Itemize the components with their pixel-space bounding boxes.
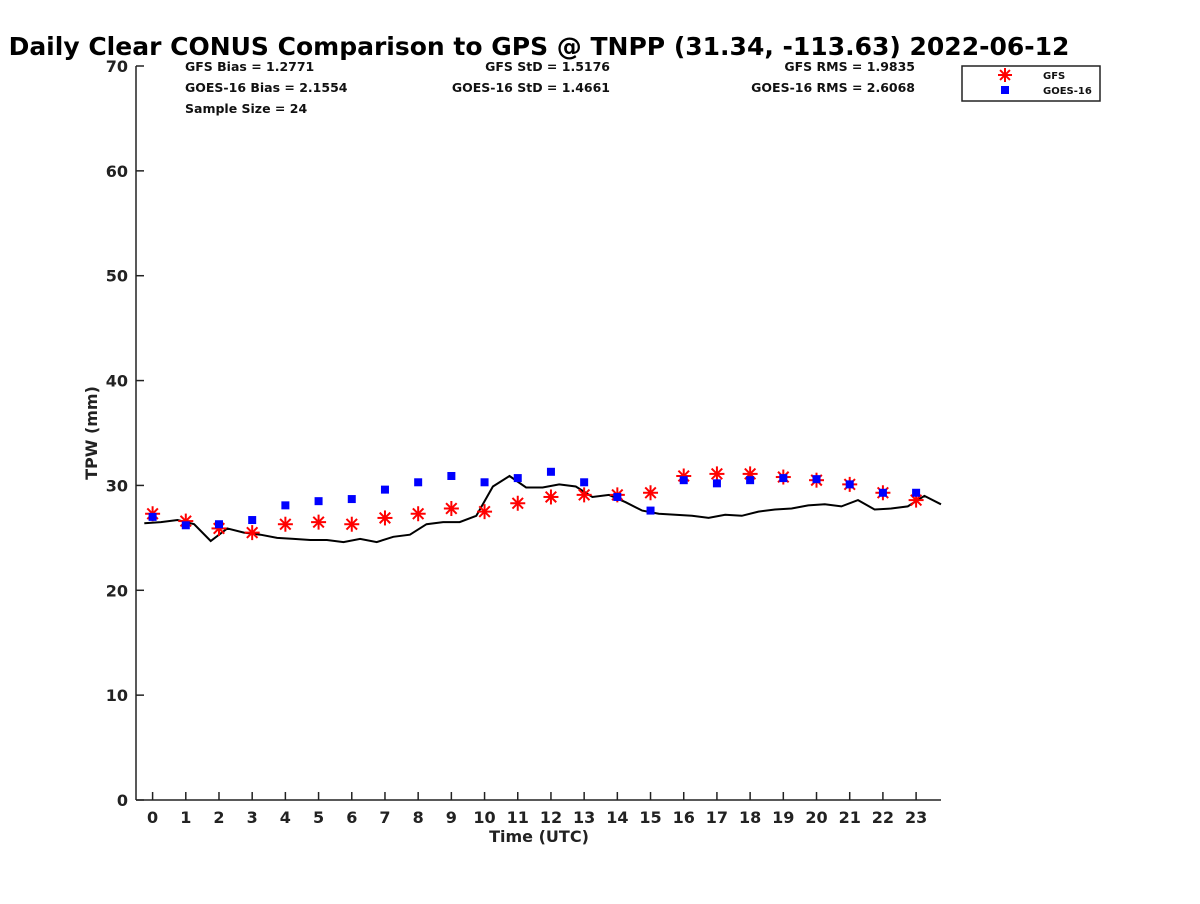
- goes-16-point: [746, 476, 755, 485]
- x-tick-label: 6: [346, 808, 357, 827]
- y-tick-label: 0: [117, 791, 128, 810]
- gfs-point: [576, 487, 592, 503]
- x-tick-label: 17: [706, 808, 728, 827]
- gfs-point: [477, 504, 493, 520]
- x-tick-label: 3: [247, 808, 258, 827]
- legend-gfs-marker: [998, 68, 1012, 82]
- x-tick-label: 15: [639, 808, 661, 827]
- gfs-point: [344, 516, 360, 532]
- goes-16-point: [779, 474, 788, 483]
- gfs-rms-text: GFS RMS = 1.9835: [784, 59, 915, 74]
- y-tick-label: 10: [106, 686, 128, 705]
- goes-16-point: [580, 478, 589, 487]
- gfs-point: [311, 514, 327, 530]
- y-tick-label: 30: [106, 476, 128, 495]
- gfs-point: [377, 510, 393, 526]
- y-tick-label: 50: [106, 267, 128, 286]
- x-tick-label: 13: [573, 808, 595, 827]
- y-tick-label: 70: [106, 57, 128, 76]
- x-tick-label: 19: [772, 808, 794, 827]
- legend-label: GFS: [1043, 71, 1065, 82]
- goes-16-point: [712, 479, 721, 488]
- x-tick-label: 8: [413, 808, 424, 827]
- x-tick-label: 7: [379, 808, 390, 827]
- goes-16-point: [181, 521, 190, 530]
- x-tick-label: 4: [280, 808, 291, 827]
- x-tick-label: 5: [313, 808, 324, 827]
- x-tick-label: 21: [839, 808, 861, 827]
- goes-16-point: [546, 467, 555, 476]
- gfs-point: [244, 525, 260, 541]
- goes-16-point: [679, 476, 688, 485]
- x-tick-label: 2: [213, 808, 224, 827]
- goes-std-text: GOES-16 StD = 1.4661: [452, 80, 610, 95]
- goes-16-point: [646, 506, 655, 515]
- gfs-point: [510, 495, 526, 511]
- y-tick-label: 40: [106, 372, 128, 391]
- gfs-bias-text: GFS Bias = 1.2771: [185, 59, 314, 74]
- chart-title: Daily Clear CONUS Comparison to GPS @ TN…: [9, 32, 1070, 61]
- sample-size-text: Sample Size = 24: [185, 101, 307, 116]
- goes-16-point: [347, 495, 356, 504]
- legend-box: [961, 65, 1101, 102]
- legend-label: GOES-16: [1043, 86, 1092, 97]
- goes-16-point: [912, 488, 921, 497]
- gfs-point: [443, 500, 459, 516]
- gfs-point: [410, 506, 426, 522]
- x-tick-label: 20: [805, 808, 827, 827]
- gfs-point: [643, 485, 659, 501]
- y-ticks: 0 10 20 30 40 50 60 70: [106, 57, 144, 810]
- goes-16-point: [380, 485, 389, 494]
- goes-16-point: [248, 516, 257, 525]
- goes-16-point: [878, 488, 887, 497]
- y-tick-label: 20: [106, 581, 128, 600]
- goes-16-point: [812, 475, 821, 484]
- goes-16-point: [447, 471, 456, 480]
- legend-goes-16-marker: [1001, 86, 1009, 94]
- x-tick-label: 18: [739, 808, 761, 827]
- x-tick-label: 16: [673, 808, 695, 827]
- gfs-std-text: GFS StD = 1.5176: [485, 59, 610, 74]
- x-tick-label: 12: [540, 808, 562, 827]
- y-axis-label: TPW (mm): [82, 386, 101, 480]
- goes-bias-text: GOES-16 Bias = 2.1554: [185, 80, 348, 95]
- goes-16-point: [214, 520, 223, 529]
- axes: [135, 66, 941, 801]
- goes-16-point: [513, 474, 522, 483]
- x-tick-label: 9: [446, 808, 457, 827]
- goes-16-point: [148, 512, 157, 521]
- goes-16-point: [414, 478, 423, 487]
- x-tick-label: 23: [905, 808, 927, 827]
- goes-16-point: [480, 478, 489, 487]
- goes-16-point: [314, 497, 323, 506]
- gfs-point: [676, 468, 692, 484]
- x-tick-label: 14: [606, 808, 628, 827]
- goes-16-point: [845, 480, 854, 489]
- goes-rms-text: GOES-16 RMS = 2.6068: [751, 80, 915, 95]
- x-tick-label: 22: [872, 808, 894, 827]
- stats-annotations: GFS Bias = 1.2771 GOES-16 Bias = 2.1554 …: [185, 59, 915, 116]
- goes-16-point: [613, 492, 622, 501]
- x-tick-label: 11: [507, 808, 529, 827]
- gps-line: [144, 474, 942, 544]
- x-tick-label: 0: [147, 808, 158, 827]
- gfs-point: [543, 489, 559, 505]
- x-ticks: 0 1 2 3 4 5 6 7 8 9 10 11 12 13 14 15 16 17 18 19 20 21 22 23: [147, 792, 927, 827]
- y-tick-label: 60: [106, 162, 128, 181]
- plot-area: [144, 466, 942, 544]
- gfs-point: [709, 466, 725, 482]
- legend: GFS GOES-16: [961, 65, 1101, 102]
- gfs-point: [277, 516, 293, 532]
- x-axis-label: Time (UTC): [489, 827, 589, 846]
- x-tick-label: 10: [473, 808, 495, 827]
- goes-16-point: [281, 501, 290, 510]
- x-tick-label: 1: [180, 808, 191, 827]
